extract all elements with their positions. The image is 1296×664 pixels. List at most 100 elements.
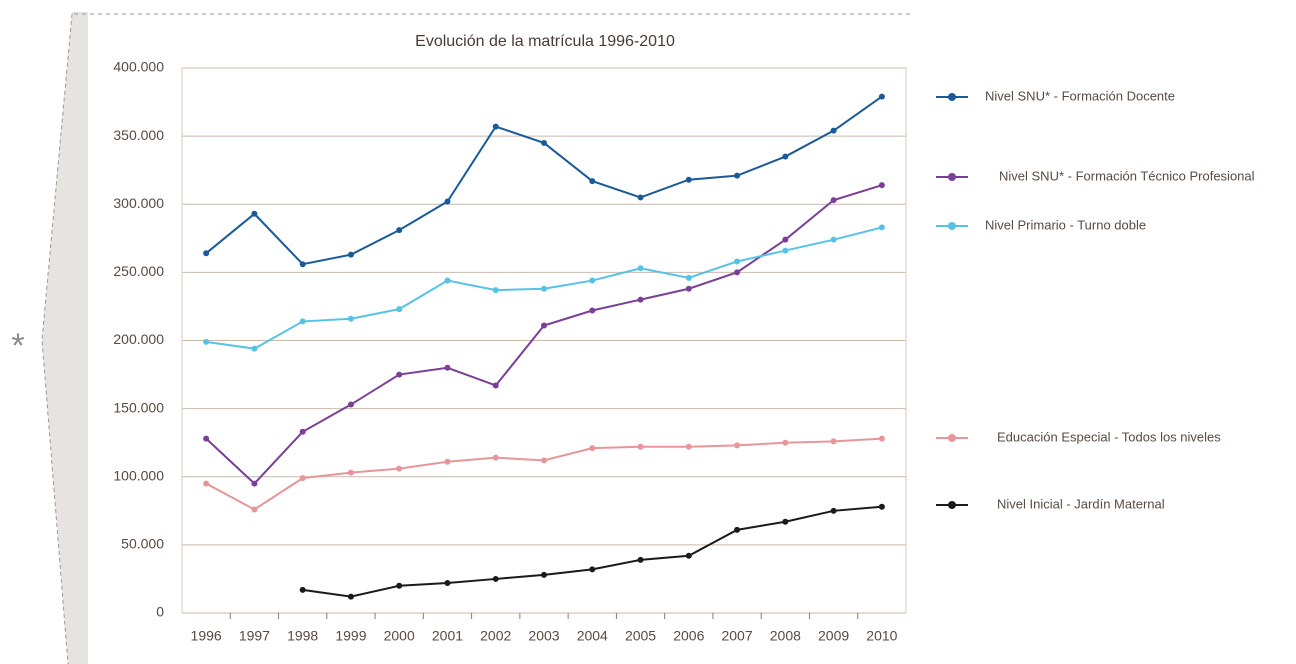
legend-label: Nivel SNU* - Formación Técnico Profesion… [999, 168, 1255, 183]
data-point [396, 306, 403, 313]
x-tick-label: 2008 [770, 628, 801, 644]
data-point [541, 571, 547, 578]
data-point [541, 285, 547, 292]
series-line [205, 184, 883, 485]
legend-marker [948, 434, 956, 442]
data-point [396, 227, 403, 234]
x-tick-label: 1999 [335, 628, 366, 644]
data-point [251, 506, 258, 513]
data-point [734, 526, 741, 533]
data-point [299, 475, 306, 482]
series-line [205, 95, 883, 266]
data-point [589, 178, 596, 185]
data-point [637, 265, 644, 272]
data-point [492, 287, 499, 294]
data-point [878, 503, 885, 510]
legend-marker [948, 222, 956, 230]
data-point [589, 307, 596, 314]
data-point [589, 566, 596, 573]
data-point [203, 338, 210, 345]
series-line [205, 437, 882, 511]
chart-title: Evolución de la matrícula 1996-2010 [415, 33, 675, 50]
x-tick-label: 2010 [866, 628, 897, 644]
legend-label: Educación Especial - Todos los niveles [997, 429, 1221, 444]
data-point [734, 172, 741, 179]
data-point [347, 251, 354, 258]
x-tick-label: 2005 [625, 628, 656, 644]
y-tick-label: 400.000 [113, 59, 164, 75]
data-point [830, 507, 837, 514]
data-point [685, 285, 692, 292]
x-tick-label: 2002 [480, 628, 511, 644]
data-point [347, 315, 354, 322]
data-point [637, 556, 644, 563]
data-point [878, 435, 885, 442]
data-point [299, 318, 306, 325]
data-point [830, 127, 837, 134]
data-point [251, 210, 258, 217]
data-point [203, 480, 210, 487]
y-tick-label: 0 [156, 604, 164, 620]
data-point [347, 401, 354, 408]
data-point [444, 364, 451, 371]
data-point [782, 153, 789, 160]
data-point [830, 236, 837, 243]
data-point [734, 269, 741, 276]
data-point [299, 428, 306, 435]
data-point [637, 194, 644, 201]
data-point [396, 582, 403, 589]
y-tick-label: 200.000 [113, 331, 164, 347]
data-point [492, 575, 499, 582]
data-point [589, 277, 596, 284]
data-point [878, 93, 885, 100]
data-point [685, 552, 692, 559]
data-point [589, 445, 596, 452]
data-point [251, 345, 258, 352]
x-tick-label: 1997 [239, 628, 270, 644]
data-point [782, 518, 789, 525]
data-point [685, 176, 692, 183]
data-point [782, 439, 789, 446]
annotation: * [11, 327, 24, 365]
y-tick-label: 300.000 [113, 195, 164, 211]
data-point [492, 123, 499, 130]
data-point [203, 435, 210, 442]
x-tick-label: 1998 [287, 628, 318, 644]
data-point [734, 442, 741, 449]
y-tick-label: 100.000 [113, 467, 164, 483]
data-point [782, 247, 789, 254]
data-point [347, 469, 354, 476]
legend-label: Nivel SNU* - Formación Docente [985, 88, 1175, 103]
x-tick-label: 2006 [673, 628, 704, 644]
x-tick-label: 1996 [191, 628, 222, 644]
x-tick-label: 2003 [528, 628, 559, 644]
data-point [830, 197, 837, 204]
x-tick-label: 2009 [818, 628, 849, 644]
data-point [541, 322, 547, 329]
data-point [444, 580, 451, 587]
data-point [878, 224, 885, 231]
legend-label: Nivel Inicial - Jardín Maternal [997, 496, 1165, 511]
series-line [302, 505, 882, 598]
data-point [492, 454, 499, 461]
data-point [541, 139, 547, 146]
data-point [637, 443, 644, 450]
x-tick-label: 2001 [432, 628, 463, 644]
legend-label: Nivel Primario - Turno doble [985, 217, 1146, 232]
data-point [830, 438, 837, 445]
side-band [42, 12, 88, 664]
y-tick-label: 150.000 [113, 399, 164, 415]
data-point [347, 593, 354, 600]
x-tick-label: 2000 [384, 628, 415, 644]
y-tick-label: 50.000 [121, 536, 164, 552]
data-point [444, 198, 451, 205]
y-tick-label: 250.000 [113, 263, 164, 279]
y-tick-label: 350.000 [113, 127, 164, 143]
legend-marker [948, 173, 956, 181]
data-point [878, 182, 885, 189]
data-point [299, 261, 306, 268]
legend-marker [948, 93, 956, 101]
x-tick-label: 2004 [577, 628, 608, 644]
